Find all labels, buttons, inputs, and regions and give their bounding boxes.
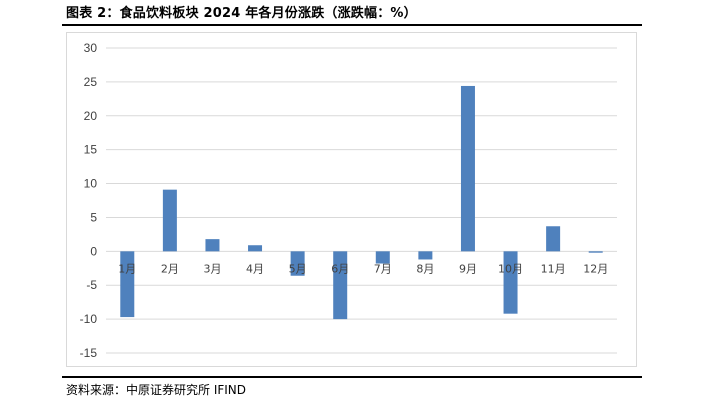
y-axis-ticks: 30 25 20 15 10 5 0 -5 -10 -15 — [80, 41, 98, 360]
bar — [290, 251, 305, 276]
y-tick-label: -10 — [80, 312, 98, 326]
bottom-rule — [62, 376, 642, 378]
y-tick-label: -15 — [80, 346, 98, 360]
x-axis-ticks: 1月 2月 3月 4月 5月 6月 7月 8月 9月 10月 11月 12月 — [118, 262, 608, 275]
y-tick-label: 20 — [84, 109, 98, 123]
x-tick-label: 11月 — [541, 262, 566, 275]
bar — [418, 251, 433, 260]
x-tick-label: 4月 — [246, 262, 264, 275]
bar — [248, 245, 263, 252]
bar — [205, 239, 220, 252]
grid-lines — [106, 47, 617, 354]
x-tick-label: 12月 — [583, 262, 608, 275]
y-tick-label: 5 — [90, 210, 97, 224]
y-tick-label: -5 — [86, 278, 97, 292]
x-tick-label: 5月 — [289, 262, 307, 275]
bar — [120, 251, 135, 318]
x-tick-label: 10月 — [498, 262, 523, 275]
x-tick-label: 8月 — [416, 262, 434, 275]
y-tick-label: 0 — [90, 244, 97, 258]
figure-title: 图表 2：食品饮料板块 2024 年各月份涨跌（涨跌幅：%） — [66, 6, 417, 21]
source-note: 资料来源：中原证券研究所 IFIND — [66, 383, 247, 397]
y-tick-label: 25 — [84, 75, 98, 89]
x-tick-label: 9月 — [459, 262, 477, 275]
bar — [375, 251, 390, 264]
y-tick-label: 10 — [84, 177, 98, 191]
bar — [546, 226, 561, 252]
x-tick-label: 3月 — [203, 262, 221, 275]
bar — [503, 251, 518, 314]
y-tick-label: 30 — [84, 41, 98, 55]
x-tick-label: 2月 — [161, 262, 179, 275]
bar — [333, 251, 348, 320]
y-tick-label: 15 — [84, 143, 98, 157]
x-tick-label: 1月 — [118, 262, 136, 275]
bar — [588, 251, 603, 253]
title-rule — [62, 24, 642, 26]
bar — [460, 85, 475, 252]
bars — [120, 85, 603, 320]
bar — [162, 189, 177, 252]
plot-frame — [66, 32, 637, 367]
x-tick-label: 7月 — [374, 262, 392, 275]
x-tick-label: 6月 — [331, 262, 349, 275]
